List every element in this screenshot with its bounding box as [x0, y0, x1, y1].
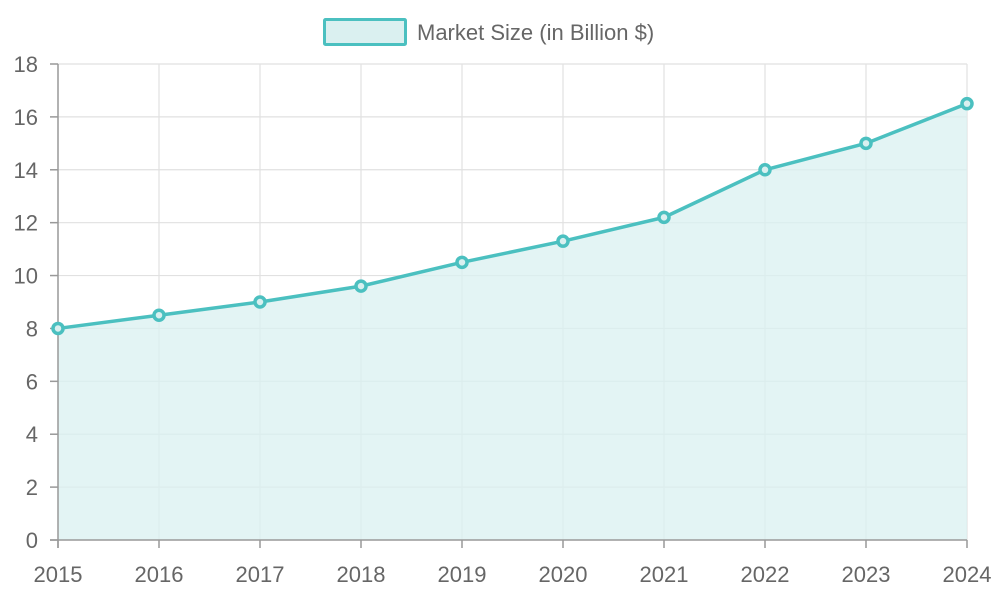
y-tick-label: 12 [14, 211, 38, 236]
x-tick-label: 2023 [842, 562, 891, 587]
area-fill-layer [58, 103, 967, 541]
legend[interactable]: Market Size (in Billion $) [323, 18, 655, 46]
data-point[interactable] [758, 163, 772, 177]
data-point[interactable] [657, 210, 671, 225]
data-point[interactable] [455, 255, 469, 270]
x-tick-label: 2019 [438, 562, 487, 587]
y-tick-label: 10 [14, 264, 38, 289]
y-tick-label: 8 [26, 316, 38, 341]
data-point[interactable] [556, 234, 570, 248]
y-tick-label: 0 [26, 528, 38, 553]
x-tick-label: 2020 [539, 562, 588, 587]
area-fill [58, 103, 967, 541]
x-tick-label: 2015 [34, 562, 83, 587]
y-tick-label: 14 [14, 158, 38, 183]
x-tick-label: 2022 [741, 562, 790, 587]
x-tick-label: 2016 [135, 562, 184, 587]
data-point[interactable] [859, 136, 873, 151]
data-point[interactable] [152, 308, 166, 322]
y-tick-label: 18 [14, 52, 38, 77]
x-tick-label: 2024 [943, 562, 992, 587]
y-axis-tick-labels: 0 2 4 6 8 10 12 14 16 18 [14, 52, 38, 553]
data-point[interactable] [354, 279, 368, 293]
x-axis-tick-labels: 2015 2016 2017 2018 2019 2020 2021 2022 2023 2024 [34, 562, 992, 587]
y-tick-label: 2 [26, 475, 38, 500]
data-point[interactable] [253, 295, 267, 309]
y-tick-label: 16 [14, 105, 38, 130]
series-line [57, 102, 968, 331]
y-tick-label: 4 [26, 422, 38, 447]
data-point[interactable] [51, 321, 65, 336]
legend-label: Market Size (in Billion $) [417, 20, 654, 45]
x-tick-label: 2017 [236, 562, 285, 587]
data-points [51, 96, 974, 336]
data-point[interactable] [960, 96, 974, 111]
x-tick-label: 2018 [337, 562, 386, 587]
x-tick-label: 2021 [640, 562, 689, 587]
series-line-layer [57, 102, 968, 331]
y-tick-label: 6 [26, 369, 38, 394]
legend-swatch [323, 18, 407, 46]
